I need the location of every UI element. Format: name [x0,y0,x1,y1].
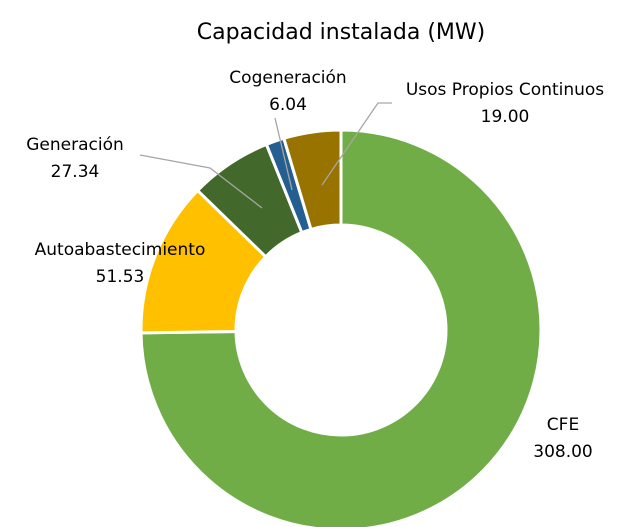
leader-line [321,102,392,186]
category-label: Cogeneración [229,68,346,88]
value-label: 308.00 [533,442,592,462]
donut-segment [281,128,343,232]
value-label: 6.04 [269,95,307,115]
leader-line [274,117,293,191]
value-label: 19.00 [481,107,530,127]
category-label: Generación [26,135,124,155]
category-label: Autoabastecimiento [35,240,206,260]
category-label: Usos Propios Continuos [406,80,604,100]
value-label: 27.34 [51,162,100,182]
donut-segment [139,128,543,527]
chart-title: Capacidad instalada (MW) [197,20,485,45]
category-label: CFE [547,415,579,435]
value-label: 51.53 [96,267,145,287]
leader-line [139,154,263,209]
